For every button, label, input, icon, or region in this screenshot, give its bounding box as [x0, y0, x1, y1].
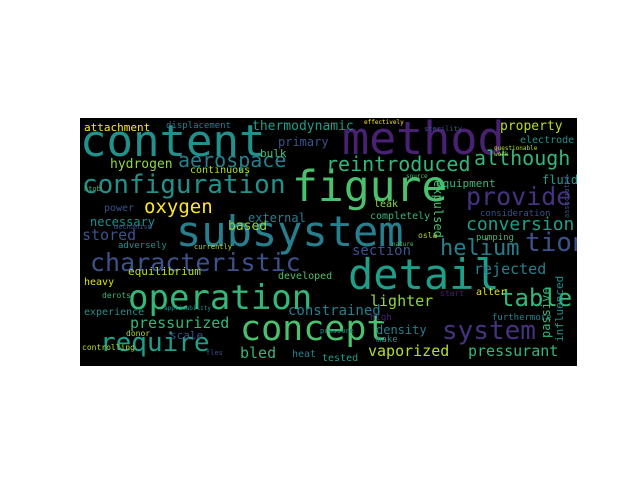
word-associated: associated: [563, 175, 571, 218]
word-concept: concept: [240, 309, 388, 349]
word-mechanism: mechanism: [114, 223, 152, 231]
word-continuous: continuous: [190, 165, 251, 176]
word-high: high: [370, 313, 392, 323]
word-provide: provide: [466, 182, 572, 211]
word-pressure: pressure: [320, 327, 354, 335]
word-bled: bled: [240, 344, 277, 362]
word-pumping: pumping: [476, 233, 514, 243]
word-conversion: conversion: [466, 214, 575, 235]
word-operation: operation: [128, 278, 313, 318]
word-section: section: [352, 243, 412, 259]
word-controlling: controlling: [82, 343, 135, 352]
word-density: density: [376, 323, 427, 337]
word-external: external: [248, 211, 306, 225]
word-currently: currently: [194, 243, 232, 251]
word-start: start: [440, 289, 465, 298]
word-subsystem: subsystem: [176, 207, 404, 256]
word-helium: helium: [440, 236, 520, 261]
word-effectively: effectively: [364, 119, 404, 126]
word-scale: scale: [170, 329, 204, 342]
word-fluid: fluid: [542, 173, 577, 187]
word-work: work: [494, 151, 509, 158]
word-displacement: displacement: [166, 121, 232, 131]
word-rejected: rejected: [474, 260, 547, 278]
word-equipment: equipment: [436, 177, 496, 190]
word-stored: stored: [82, 226, 137, 244]
word-system: system: [442, 316, 536, 346]
word-expulsed: expulsed: [431, 180, 445, 238]
word-tion: tion: [525, 228, 577, 258]
word-osla: osla: [418, 231, 438, 240]
word-property: property: [500, 119, 563, 134]
word-fles: fles: [206, 349, 223, 357]
word-attachment: attachment: [84, 121, 151, 134]
word-donor: donor: [126, 329, 151, 338]
word-pressurant: pressurant: [468, 342, 559, 360]
word-applicability: applicability: [164, 305, 211, 312]
word-htob: htob: [84, 185, 101, 193]
word-leak: leak: [374, 199, 399, 210]
word-constrained: constrained: [288, 303, 381, 319]
word-method: method: [342, 118, 505, 165]
word-detail: detail: [348, 250, 500, 299]
word-tested: tested: [322, 353, 359, 364]
word-completely: completely: [370, 211, 431, 222]
word-lighter: lighter: [370, 292, 434, 310]
word-furthermore: furthermore: [492, 313, 552, 323]
word-characteristic: characteristic: [90, 248, 301, 277]
word-pressurized: pressurized: [130, 314, 230, 332]
word-oxygen: oxygen: [144, 196, 213, 218]
word-cloud: method content figure subsystem detail o…: [80, 118, 577, 366]
word-derots: derots: [102, 291, 131, 300]
word-nature: nature: [392, 241, 414, 248]
word-based: based: [228, 219, 268, 234]
word-alter: alter: [476, 287, 507, 298]
word-necessary: necessary: [90, 215, 156, 229]
word-questionable: questionable: [494, 145, 538, 152]
word-bulk: bulk: [260, 147, 287, 160]
word-passive: passive: [539, 287, 553, 338]
word-sterility: sterility: [424, 125, 462, 133]
word-primary: primary: [278, 135, 329, 149]
word-equilibrium: equilibrium: [128, 265, 201, 278]
word-reintroduced: reintroduced: [326, 152, 471, 176]
word-experience: experience: [84, 307, 145, 318]
word-thermodynamic: thermodynamic: [252, 119, 354, 134]
word-electrode: electrode: [520, 135, 575, 146]
word-source: source: [406, 173, 428, 180]
word-hydrogen: hydrogen: [110, 157, 173, 172]
word-although: although: [474, 146, 571, 170]
word-heat: heat: [292, 349, 317, 360]
word-table: table: [500, 284, 573, 312]
word-require: require: [100, 328, 210, 358]
word-configuration: configuration: [82, 170, 286, 200]
word-power: power: [104, 203, 135, 214]
word-adversely: adversely: [118, 241, 167, 251]
word-vaporized: vaporized: [368, 342, 450, 360]
word-content: content: [80, 118, 266, 167]
word-make: make: [376, 335, 398, 345]
word-developed: developed: [278, 271, 333, 282]
word-heavy: heavy: [84, 277, 115, 288]
word-consideration: consideration: [480, 209, 551, 219]
word-figure: figure: [292, 162, 448, 212]
word-aerospace: aerospace: [178, 148, 287, 172]
word-influenced: influenced: [553, 275, 566, 342]
